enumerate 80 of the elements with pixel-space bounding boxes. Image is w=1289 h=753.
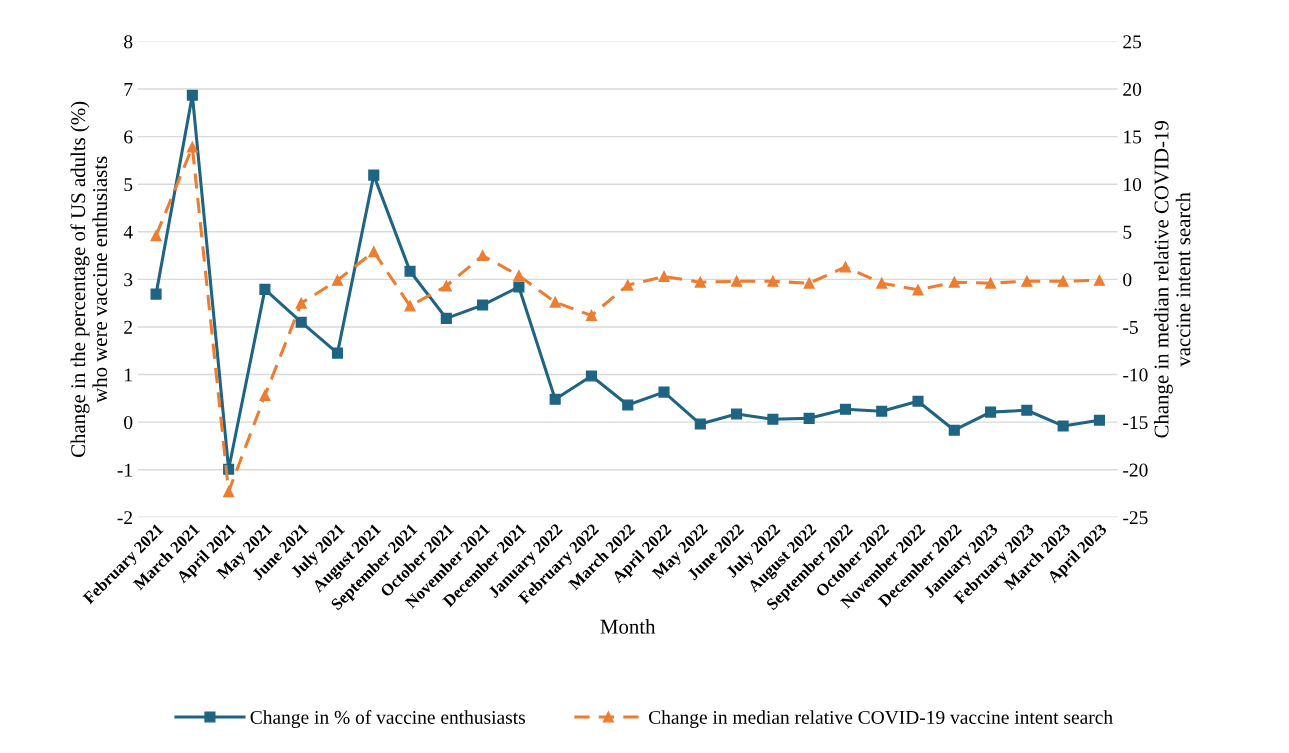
point bbox=[513, 269, 525, 282]
y2-axis-title: Change in median relative COVID-19 vaccine intent search bbox=[1153, 121, 1191, 438]
point bbox=[404, 265, 416, 277]
y2-tick-label: 15 bbox=[1124, 130, 1142, 144]
point bbox=[150, 288, 162, 300]
y2-tick-label: -25 bbox=[1123, 511, 1148, 525]
point bbox=[331, 274, 344, 286]
point bbox=[477, 250, 489, 262]
y-tick-label: 2 bbox=[124, 320, 132, 334]
point bbox=[876, 405, 888, 417]
point bbox=[1057, 275, 1069, 287]
point bbox=[803, 277, 815, 289]
point bbox=[259, 389, 271, 402]
point bbox=[186, 89, 198, 101]
y2-tick-label: -5 bbox=[1123, 320, 1138, 334]
point bbox=[912, 284, 924, 296]
point bbox=[658, 270, 670, 283]
point bbox=[1021, 404, 1033, 416]
y-tick-label: 0 bbox=[124, 415, 133, 430]
y-tick-label: 1 bbox=[125, 368, 132, 382]
point bbox=[839, 403, 851, 415]
point bbox=[186, 141, 198, 153]
point bbox=[1057, 420, 1069, 432]
point bbox=[767, 413, 779, 425]
point bbox=[694, 276, 706, 288]
y2-tick-label: -15 bbox=[1123, 416, 1148, 430]
y-tick-label: 3 bbox=[124, 273, 133, 287]
y2-tick-label: 0 bbox=[1123, 273, 1132, 287]
point bbox=[731, 408, 743, 420]
y-tick-label: -1 bbox=[117, 463, 132, 477]
y-tick-label: -2 bbox=[117, 511, 132, 525]
point bbox=[259, 283, 271, 295]
point bbox=[912, 395, 924, 407]
point bbox=[549, 296, 561, 308]
point bbox=[295, 297, 307, 309]
y-tick-label: 5 bbox=[124, 178, 133, 192]
point bbox=[658, 386, 670, 398]
point bbox=[876, 277, 888, 289]
point bbox=[404, 300, 416, 312]
y2-tick-label: 5 bbox=[1123, 225, 1132, 239]
point bbox=[549, 393, 561, 405]
point bbox=[1093, 274, 1105, 286]
point bbox=[368, 169, 380, 181]
point bbox=[622, 279, 634, 291]
point bbox=[513, 281, 525, 293]
point bbox=[948, 276, 960, 288]
y2-tick-label: 25 bbox=[1123, 35, 1142, 49]
y-tick-label: 6 bbox=[124, 130, 133, 144]
point bbox=[150, 230, 162, 242]
y-tick-label: 8 bbox=[124, 35, 133, 49]
y-axis-title: Change in the percentage of US adults (%) who were vaccine enthusiasts bbox=[70, 101, 108, 457]
point bbox=[223, 486, 235, 498]
point bbox=[803, 412, 815, 424]
point bbox=[948, 424, 960, 436]
y2-tick-label: -10 bbox=[1123, 368, 1148, 382]
point bbox=[585, 309, 598, 322]
y-tick-label: 4 bbox=[123, 225, 133, 239]
point bbox=[731, 275, 743, 287]
point bbox=[622, 399, 634, 411]
point bbox=[477, 299, 489, 311]
point bbox=[440, 312, 452, 324]
point bbox=[331, 347, 344, 359]
point bbox=[985, 277, 997, 289]
y2-tick-label: 10 bbox=[1124, 178, 1142, 192]
point bbox=[440, 280, 452, 292]
x-axis-title: Month bbox=[600, 619, 656, 634]
point bbox=[1093, 414, 1105, 426]
y2-tick-label: 20 bbox=[1123, 82, 1142, 96]
legend-label: Change in median relative COVID-19 vaccine intent search bbox=[649, 710, 1113, 728]
point bbox=[985, 406, 997, 418]
point bbox=[368, 246, 380, 258]
point bbox=[694, 418, 706, 430]
point bbox=[1021, 275, 1033, 287]
legend-label: Change in % of vaccine enthusiasts bbox=[250, 710, 526, 728]
y2-tick-label: -20 bbox=[1123, 463, 1148, 477]
point bbox=[585, 370, 598, 382]
y-tick-label: 7 bbox=[124, 83, 133, 96]
point bbox=[839, 261, 851, 273]
point bbox=[295, 316, 307, 328]
point bbox=[767, 275, 779, 287]
